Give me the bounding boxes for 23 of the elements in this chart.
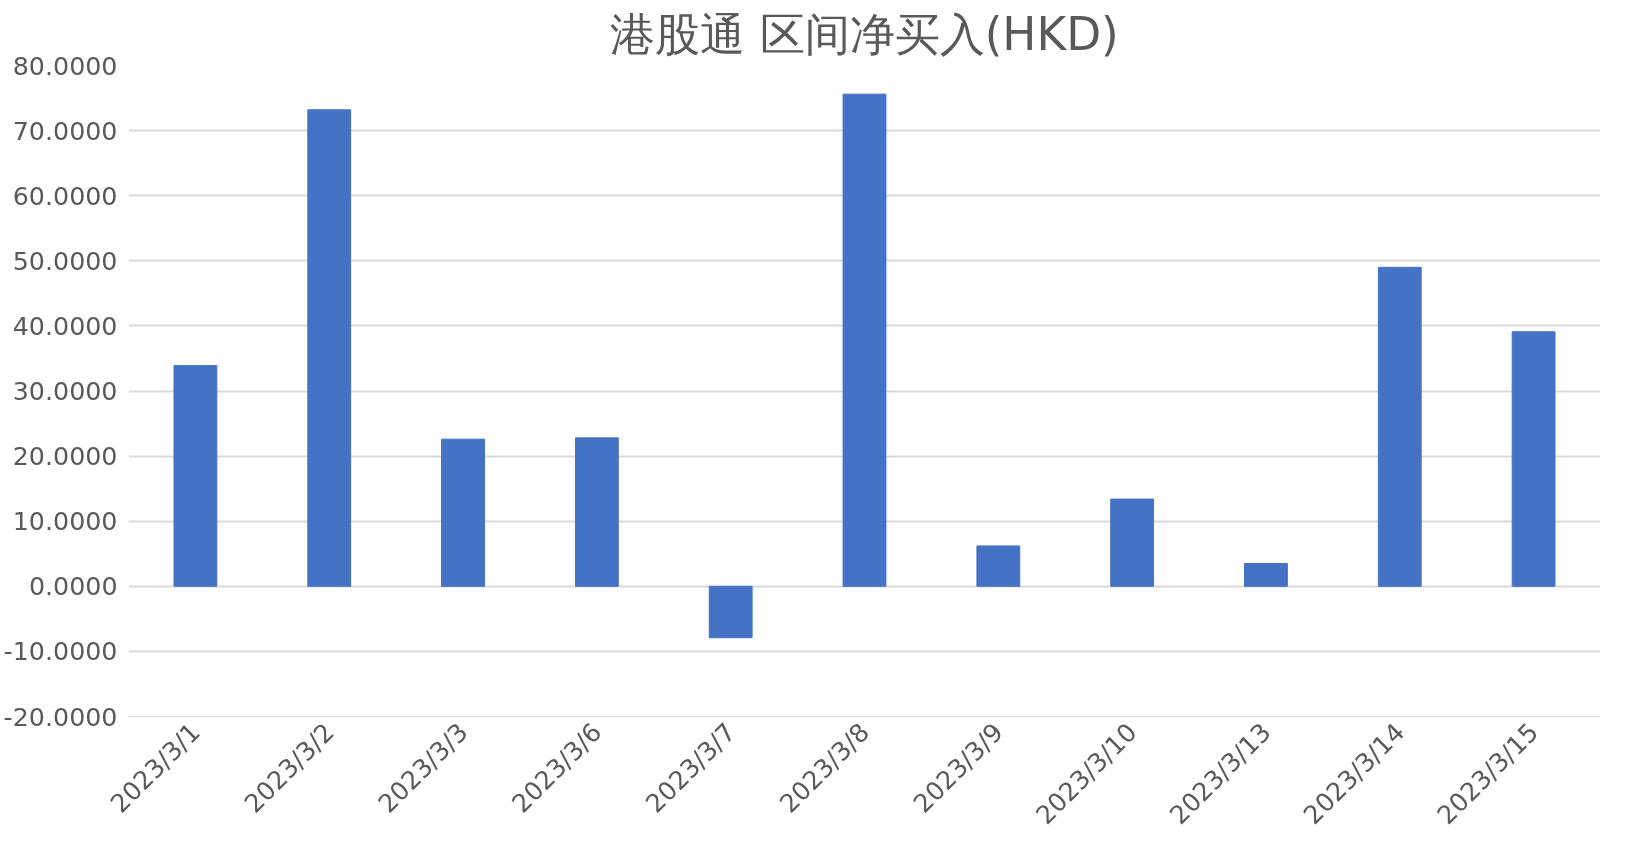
bar: [976, 545, 1021, 587]
y-tick-label: 40.0000: [12, 310, 118, 341]
bar: [307, 109, 352, 587]
bar: [1511, 331, 1556, 587]
y-tick-label: 80.0000: [12, 50, 118, 81]
chart-title: 港股通 区间净买入(HKD): [610, 7, 1119, 61]
y-tick-label: 60.0000: [12, 180, 118, 211]
bar: [441, 438, 485, 587]
bar: [1244, 563, 1288, 587]
bar: [1377, 266, 1422, 587]
bar: [574, 437, 619, 587]
y-tick-label: -10.0000: [3, 636, 118, 667]
bar: [1110, 498, 1155, 587]
y-tick-label: 70.0000: [12, 115, 118, 146]
bar: [708, 585, 753, 639]
y-tick-label: 20.0000: [12, 441, 118, 472]
y-tick-label: 10.0000: [12, 506, 118, 537]
y-tick-label: 0.0000: [28, 571, 118, 602]
y-tick-label: 30.0000: [12, 376, 118, 406]
bar: [842, 93, 887, 587]
y-tick-label: 50.0000: [12, 245, 118, 276]
y-tick-label: -20.0000: [3, 701, 118, 732]
bar: [173, 365, 218, 587]
